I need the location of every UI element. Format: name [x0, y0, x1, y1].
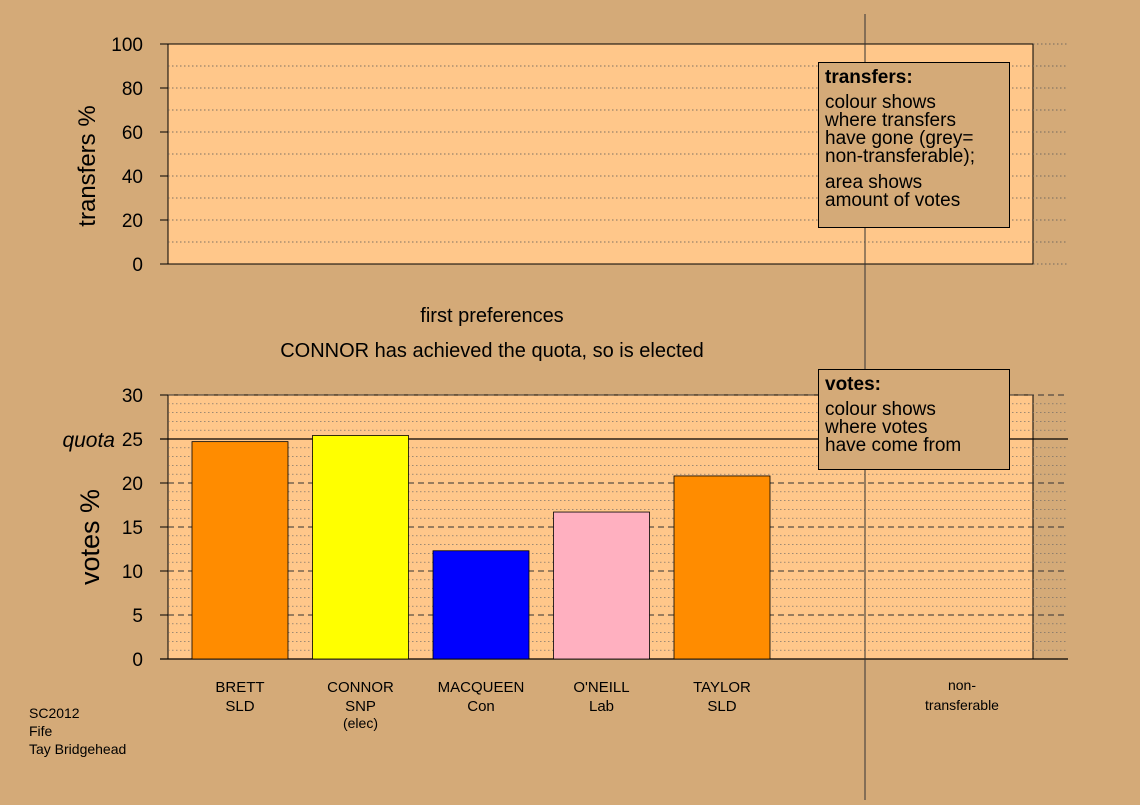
- category-label-party: Con: [467, 698, 495, 715]
- votes-y-tick-label: 25: [122, 430, 143, 451]
- votes-y-tick-label: 5: [132, 606, 143, 627]
- transfers-y-tick-label: 80: [122, 79, 143, 100]
- votes-y-axis-label: votes %: [75, 489, 105, 585]
- quota-label: quota: [62, 429, 115, 452]
- bar-oneill: [553, 511, 650, 660]
- votes-legend-line: have come from: [825, 435, 962, 456]
- category-label-name: O'NEILL: [573, 679, 629, 696]
- transfers-legend-line: area shows: [825, 172, 923, 193]
- votes-legend: votes: colour shows where votes have com…: [818, 369, 1010, 470]
- category-label-name: MACQUEEN: [438, 679, 525, 696]
- footer-line-election: SC2012: [29, 705, 80, 721]
- votes-y-tick-label: 20: [122, 474, 143, 495]
- category-label-name: TAYLOR: [693, 679, 751, 696]
- category-label-party: Lab: [589, 698, 614, 715]
- nontransferable-label: transferable: [925, 697, 999, 713]
- votes-y-tick-label: 30: [122, 386, 143, 407]
- transfers-legend-line: have gone (grey=: [825, 128, 974, 149]
- votes-y-tick-label: 10: [122, 562, 143, 583]
- nontransferable-label: non-: [948, 677, 976, 693]
- transfers-legend: transfers: colour shows where transfers …: [818, 62, 1010, 228]
- transfers-legend-line: amount of votes: [825, 190, 961, 211]
- transfers-y-tick-label: 100: [111, 35, 143, 56]
- bar-brett: [191, 441, 289, 660]
- bar-taylor: [673, 475, 771, 660]
- category-label-note: (elec): [343, 715, 378, 731]
- bar-macqueen: [432, 550, 530, 660]
- stage-message: CONNOR has achieved the quota, so is ele…: [280, 340, 704, 362]
- category-label-party: SNP: [345, 698, 376, 715]
- votes-legend-line: where votes: [825, 417, 928, 438]
- transfers-legend-title: transfers:: [825, 67, 913, 88]
- category-label-name: CONNOR: [327, 679, 394, 696]
- transfers-y-tick-label: 20: [122, 211, 143, 232]
- bar-connor: [312, 435, 409, 660]
- transfers-y-tick-label: 60: [122, 123, 143, 144]
- votes-legend-line: colour shows: [825, 399, 936, 420]
- votes-y-tick-label: 15: [122, 518, 143, 539]
- transfers-legend-line: where transfers: [825, 110, 956, 131]
- category-label-party: SLD: [707, 698, 736, 715]
- votes-legend-title: votes:: [825, 374, 881, 395]
- transfers-y-axis-label: transfers %: [74, 105, 101, 226]
- category-label-name: BRETT: [215, 679, 264, 696]
- transfers-y-tick-label: 40: [122, 167, 143, 188]
- stage-title: first preferences: [420, 305, 563, 327]
- votes-y-tick-label: 0: [132, 650, 143, 671]
- footer-line-council: Fife: [29, 723, 53, 739]
- transfers-y-tick-label: 0: [132, 255, 143, 276]
- footer: SC2012 Fife Tay Bridgehead: [29, 705, 126, 757]
- category-label-party: SLD: [225, 698, 254, 715]
- transfers-legend-line: non-transferable);: [825, 146, 975, 167]
- footer-line-ward: Tay Bridgehead: [29, 741, 126, 757]
- transfers-legend-line: colour shows: [825, 92, 936, 113]
